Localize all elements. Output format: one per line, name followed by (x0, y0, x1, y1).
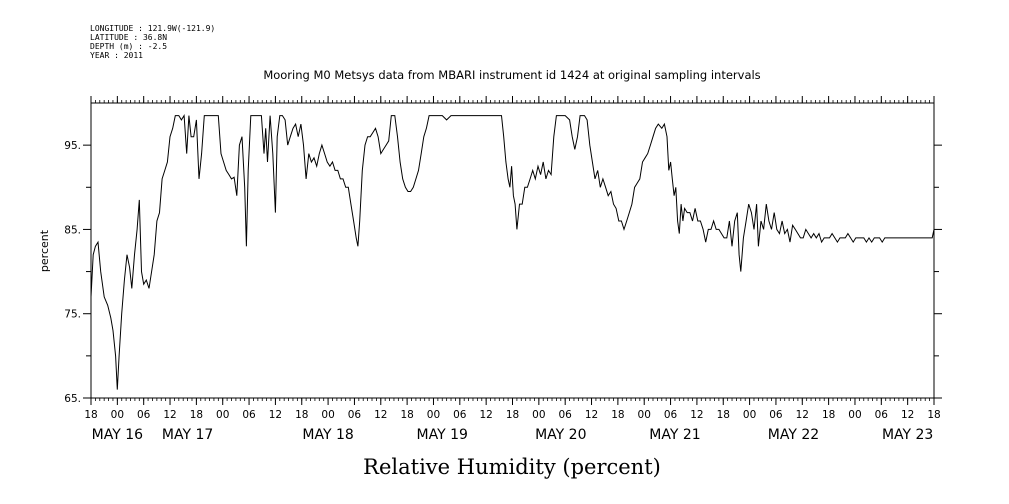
y-tick-label: 85. (64, 224, 81, 236)
x-tick-label: 00 (848, 409, 861, 421)
x-tick-label: 12 (479, 409, 492, 421)
day-labels: MAY 16 MAY 17 MAY 18 MAY 19 MAY 20 MAY 21 MAY … (92, 427, 934, 443)
x-tick-label: 12 (796, 409, 809, 421)
x-tick-label: 00 (427, 409, 440, 421)
metadata-line: LONGITUDE : 121.9W(-121.9) (90, 24, 215, 33)
humidity-series-line (90, 114, 935, 390)
day-label: MAY 23 (882, 427, 933, 443)
y-tick-label: 65. (64, 393, 81, 405)
day-label: MAY 16 (92, 427, 143, 443)
x-tick-label: 06 (137, 409, 151, 421)
x-tick-label: 18 (717, 409, 730, 421)
metadata-block: LONGITUDE : 121.9W(-121.9)LATITUDE : 36.… (90, 24, 215, 60)
x-tick-label: 12 (374, 409, 387, 421)
metadata-line: LATITUDE : 36.8N (90, 33, 167, 42)
chart-title: Mooring M0 Metsys data from MBARI instru… (263, 68, 760, 82)
x-tick-label: 12 (163, 409, 176, 421)
x-tick-label: 00 (743, 409, 756, 421)
day-label: MAY 17 (162, 427, 213, 443)
plot-frame (90, 102, 935, 399)
x-tick-label: 00 (216, 409, 229, 421)
x-tick-label: 12 (269, 409, 282, 421)
day-label: MAY 19 (417, 427, 468, 443)
x-tick-label: 00 (321, 409, 334, 421)
x-tick-label: 00 (532, 409, 545, 421)
x-tick-label: 18 (190, 409, 203, 421)
x-axis: 18 00 06 12 18 00 06 12 18 00 06 12 18 00 06 12 18 00 06 12… (84, 96, 941, 421)
x-tick-label: 12 (585, 409, 598, 421)
x-tick-label: 06 (348, 409, 362, 421)
x-tick-label: 18 (400, 409, 413, 421)
minor-ticks (90, 100, 935, 401)
x-tick-label: 06 (559, 409, 573, 421)
x-tick-label: 18 (295, 409, 308, 421)
day-label: MAY 21 (649, 427, 700, 443)
x-axis-label: Relative Humidity (percent) (363, 455, 661, 479)
x-tick-label: 18 (506, 409, 519, 421)
x-tick-label: 18 (84, 409, 97, 421)
day-label: MAY 22 (768, 427, 819, 443)
x-tick-label: 18 (611, 409, 624, 421)
x-tick-label: 12 (690, 409, 703, 421)
x-tick-label: 00 (638, 409, 651, 421)
day-label: MAY 20 (535, 427, 586, 443)
y-tick-label: 95. (64, 140, 81, 152)
x-tick-label: 06 (453, 409, 467, 421)
x-tick-label: 06 (769, 409, 783, 421)
x-tick-label: 18 (927, 409, 940, 421)
metadata-line: YEAR : 2011 (90, 51, 143, 60)
x-tick-label: 12 (901, 409, 914, 421)
metadata-line: DEPTH (m) : -2.5 (90, 42, 167, 51)
x-tick-label: 06 (664, 409, 678, 421)
x-tick-label: 06 (875, 409, 889, 421)
y-axis: 65. 75. 85. 95. (64, 140, 942, 405)
day-label: MAY 18 (302, 427, 353, 443)
x-tick-label: 00 (111, 409, 124, 421)
y-axis-label: percent (38, 229, 51, 272)
y-tick-label: 75. (64, 309, 81, 321)
x-tick-label: 06 (242, 409, 256, 421)
x-tick-label: 18 (822, 409, 835, 421)
